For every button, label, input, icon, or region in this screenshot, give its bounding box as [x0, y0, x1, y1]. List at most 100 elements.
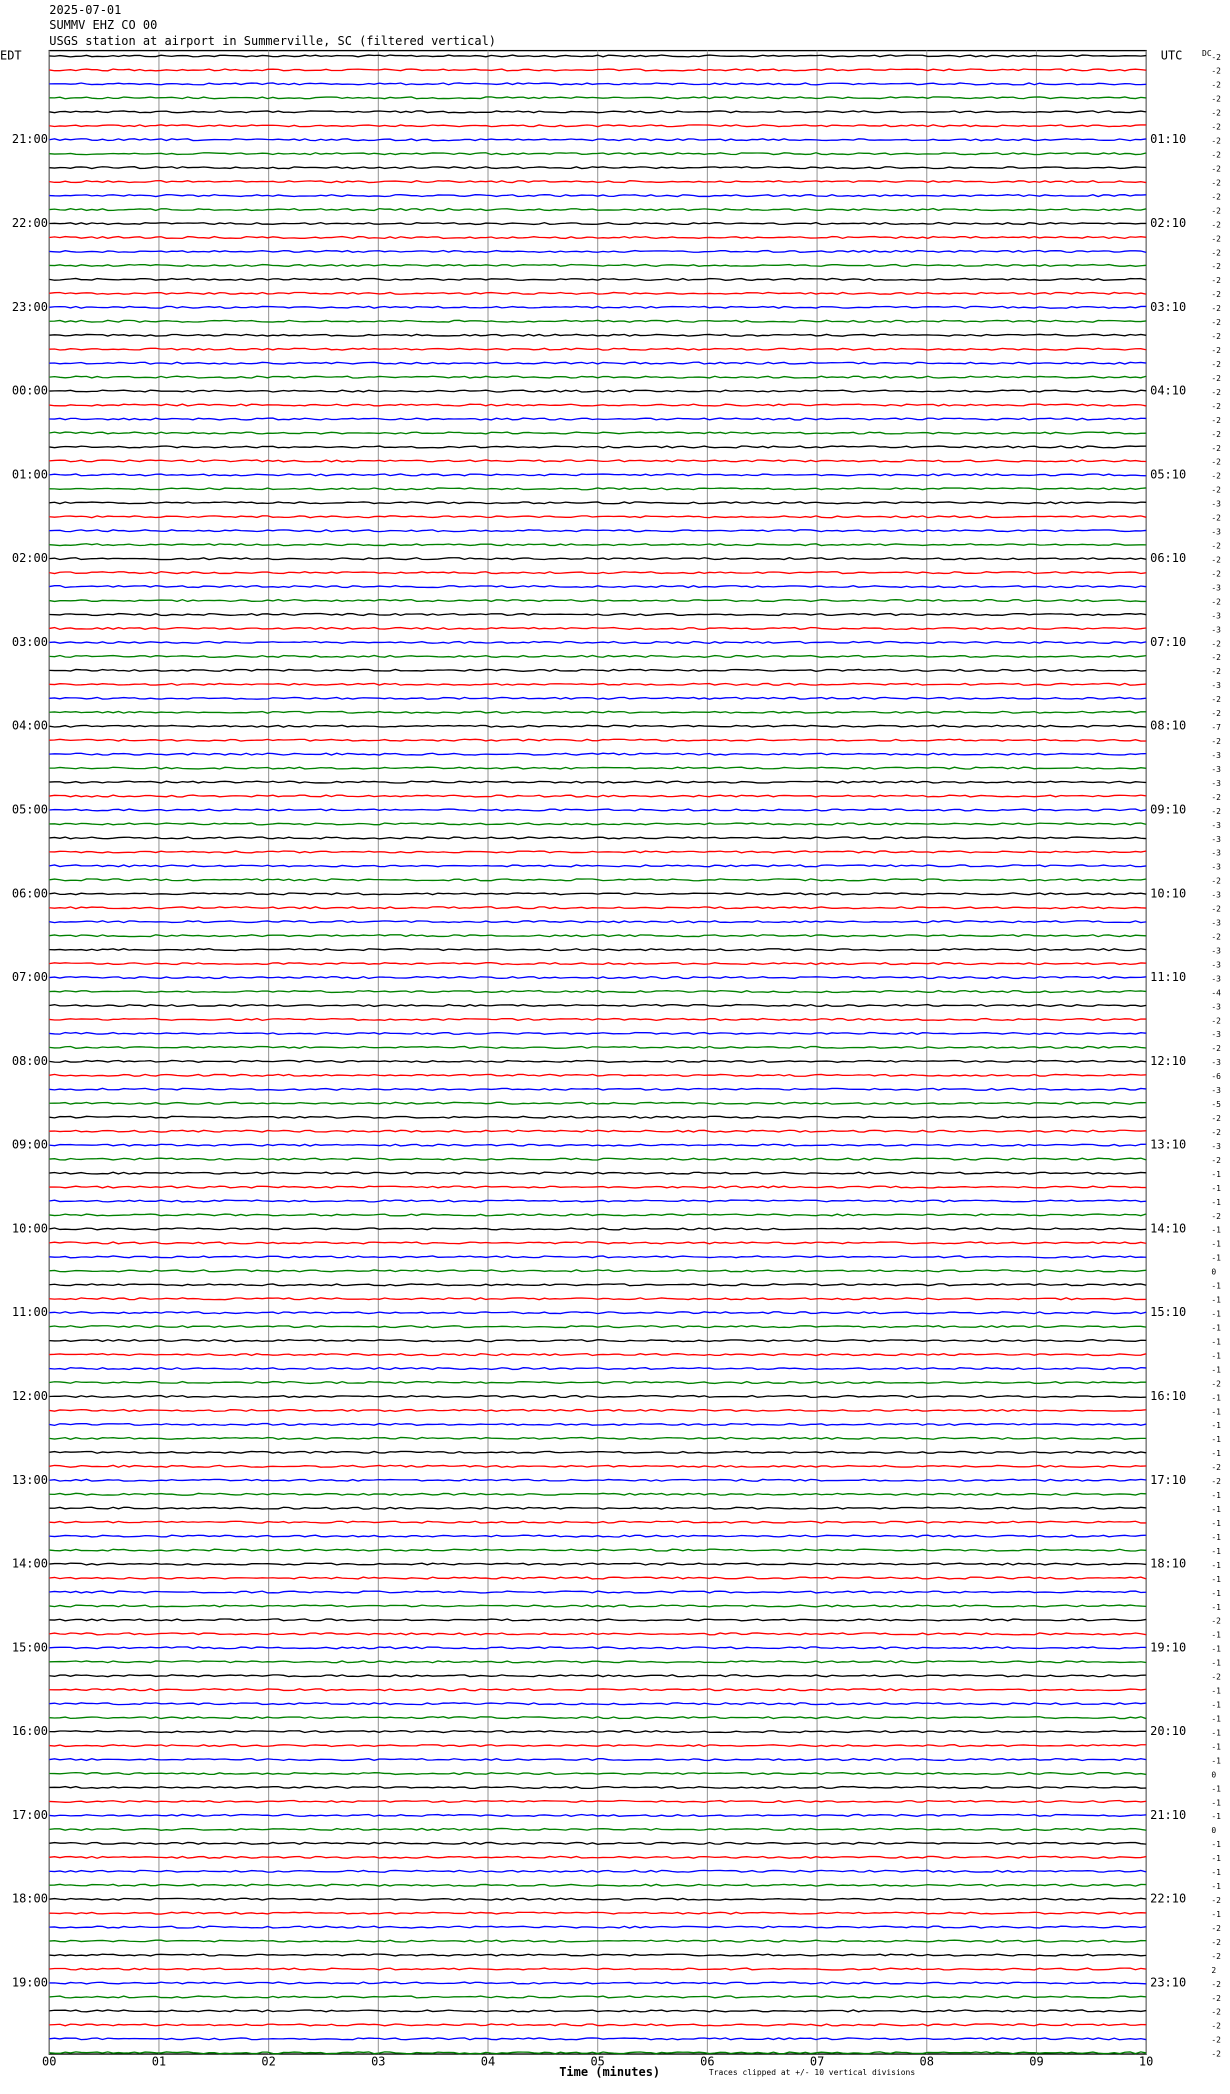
trace: [49, 1771, 1147, 1776]
dc-offset: -1: [1211, 1589, 1221, 1598]
trace: [49, 2037, 1147, 2041]
trace: [49, 249, 1147, 254]
dc-offset: -1: [1211, 1728, 1221, 1737]
dc-offset: -3: [1211, 779, 1221, 788]
trace: [49, 864, 1147, 868]
left-time-label: 14:00: [12, 1557, 48, 1571]
dc-offset: -3: [1211, 751, 1221, 760]
dc-offset: -3: [1211, 611, 1221, 620]
trace: [49, 1353, 1147, 1357]
trace: [49, 1785, 1147, 1790]
left-time-label: 16:00: [12, 1724, 48, 1738]
dc-offset: -2: [1211, 1924, 1221, 1933]
trace: [49, 263, 1147, 268]
right-time-label: 01:10: [1150, 132, 1186, 146]
trace: [49, 1017, 1147, 1022]
dc-offset: -2: [1211, 81, 1221, 90]
trace: [49, 766, 1147, 770]
dc-offset: -2: [1211, 53, 1221, 62]
dc-offset: -2: [1211, 206, 1221, 215]
trace: [49, 808, 1147, 812]
trace: [49, 989, 1147, 994]
dc-offset: -2: [1211, 304, 1221, 313]
trace: [49, 752, 1147, 756]
trace: [49, 1939, 1147, 1943]
trace: [49, 1576, 1147, 1580]
dc-offset: -1: [1211, 1491, 1221, 1500]
dc-offset: -1: [1211, 1198, 1221, 1207]
trace: [49, 54, 1147, 58]
trace: [49, 1799, 1147, 1804]
trace: [49, 1660, 1147, 1664]
dc-offset: -1: [1211, 1547, 1221, 1556]
dc-offset: -2: [1211, 793, 1221, 802]
trace: [49, 1073, 1147, 1077]
dc-offset: -1: [1211, 1226, 1221, 1235]
trace: [49, 1995, 1147, 1999]
trace: [49, 361, 1147, 365]
left-time-label: 01:00: [12, 467, 48, 481]
x-tick-label: 06: [700, 2055, 714, 2069]
left-time-label: 04:00: [12, 719, 48, 733]
trace: [49, 934, 1147, 938]
trace: [49, 2009, 1147, 2013]
dc-offset: -3: [1211, 1058, 1221, 1067]
dc-offset: -1: [1211, 1240, 1221, 1249]
trace: [49, 1478, 1147, 1482]
trace: [49, 1143, 1147, 1147]
x-tick-label: 01: [152, 2055, 166, 2069]
trace: [49, 1604, 1147, 1608]
dc-offset: -1: [1211, 1393, 1221, 1402]
trace: [49, 1827, 1147, 1831]
dc-offset: -1: [1211, 1701, 1221, 1710]
right-time-label: 04:10: [1150, 384, 1186, 398]
dc-offset: -2: [1211, 416, 1221, 425]
dc-offset: -1: [1211, 1882, 1221, 1891]
trace: [49, 487, 1147, 491]
right-time-label: 23:10: [1150, 1975, 1186, 1989]
trace: [49, 1157, 1147, 1161]
right-time-label: 09:10: [1150, 802, 1186, 816]
dc-offset: -3: [1211, 1030, 1221, 1039]
dc-offset: -1: [1211, 1533, 1221, 1542]
dc-offset: -2: [1211, 2036, 1221, 2045]
dc-offset: -2: [1211, 164, 1221, 173]
trace: [49, 1562, 1147, 1566]
x-tick-label: 03: [371, 2055, 385, 2069]
trace: [49, 1408, 1147, 1413]
trace: [49, 724, 1147, 728]
trace: [49, 68, 1147, 72]
trace: [49, 794, 1147, 798]
dc-offset: -1: [1211, 1282, 1221, 1291]
dc-offset: -2: [1211, 1156, 1221, 1165]
dc-offset: -2: [1211, 234, 1221, 243]
dc-offset: -3: [1211, 891, 1221, 900]
trace: [49, 375, 1147, 379]
trace: [49, 2051, 1147, 2055]
dc-offset: -2: [1211, 486, 1221, 495]
dc-offset: -1: [1211, 1310, 1221, 1319]
right-time-label: 17:10: [1150, 1473, 1186, 1487]
right-time-label: 16:10: [1150, 1389, 1186, 1403]
trace: [49, 277, 1147, 281]
trace: [49, 640, 1147, 645]
dc-offset: -1: [1211, 1323, 1221, 1332]
left-time-label: 08:00: [12, 1054, 48, 1068]
trace: [49, 1297, 1147, 1301]
dc-offset: -2: [1211, 542, 1221, 551]
dc-offset: -2: [1211, 346, 1221, 355]
dc-offset: -3: [1211, 960, 1221, 969]
header-station: SUMMV EHZ CO 00: [49, 18, 157, 32]
trace: [49, 612, 1147, 617]
left-time-label: 13:00: [12, 1473, 48, 1487]
trace: [49, 1730, 1147, 1734]
trace: [49, 822, 1147, 826]
trace: [49, 1492, 1147, 1496]
dc-offset: -1: [1211, 1170, 1221, 1179]
dc-offset: -2: [1211, 374, 1221, 383]
dc-offset: -1: [1211, 1449, 1221, 1458]
dc-offset: -2: [1211, 555, 1221, 564]
dc-offset: -1: [1211, 1756, 1221, 1765]
right-timezone: UTC: [1161, 48, 1183, 62]
trace: [49, 445, 1147, 449]
